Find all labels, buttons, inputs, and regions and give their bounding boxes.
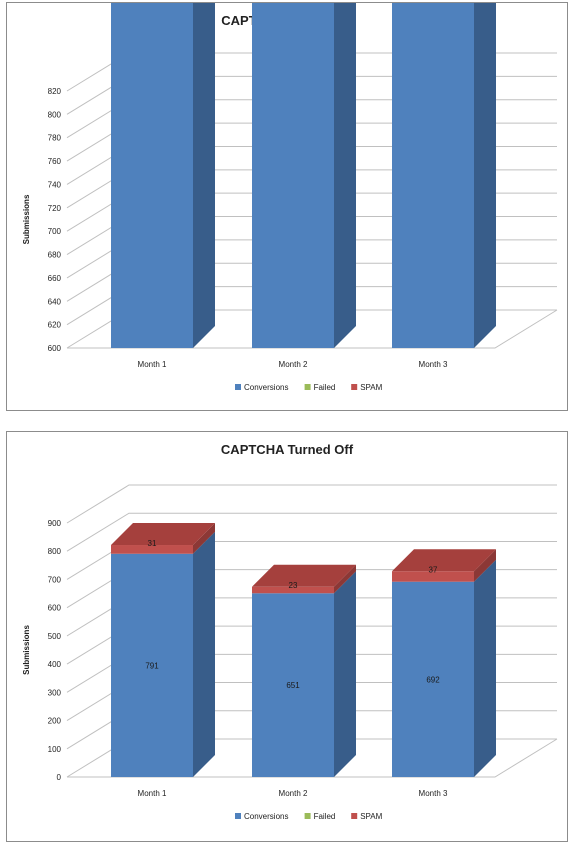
bar-segment-conversions [392, 3, 474, 348]
bar-month-1: 756574 [111, 3, 215, 348]
floor-edge [67, 309, 558, 349]
legend-label: Failed [314, 812, 336, 821]
data-label-spam: 31 [148, 539, 157, 548]
y-tick-label: 720 [48, 204, 62, 213]
x-tick-label: Month 2 [279, 789, 308, 798]
data-label-conversions: 692 [426, 675, 440, 684]
y-tick-label: 100 [48, 745, 62, 754]
x-axis-ticks: Month 1 Month 2 Month 3 [138, 360, 448, 369]
legend-label: Conversions [244, 383, 288, 392]
y-tick-label: 640 [48, 297, 62, 306]
chart-captcha-off: CAPTCHA Turned Off 0 100 200 300 400 500 600 70… [22, 442, 558, 821]
bar-side-conversions [334, 3, 356, 348]
gridline [66, 484, 557, 524]
legend-item-spam: SPAM [351, 812, 383, 821]
gridline [66, 512, 557, 552]
y-tick-label: 680 [48, 251, 62, 260]
legend-label: SPAM [360, 383, 382, 392]
y-tick-label: 820 [48, 87, 62, 96]
bar-top-spam [392, 549, 496, 572]
bars: 791 31 651 23 692 37 [111, 523, 496, 777]
bar-month-3: 692 37 [392, 549, 496, 777]
y-axis-label: Submissions [22, 625, 31, 675]
y-tick-label: 900 [48, 519, 62, 528]
bar-segment-spam [392, 571, 474, 582]
data-label-conversions: 791 [145, 661, 159, 670]
legend-item-failed: Failed [304, 383, 336, 392]
data-label-spam: 37 [429, 565, 438, 574]
data-label-conversions: 651 [286, 681, 300, 690]
y-tick-label: 700 [48, 227, 62, 236]
y-tick-label: 620 [48, 321, 62, 330]
legend-swatch [304, 813, 311, 819]
bar-segment-spam [111, 545, 193, 554]
x-tick-label: Month 1 [138, 789, 167, 798]
legend: Conversions Failed SPAM [235, 812, 383, 821]
x-axis-ticks: Month 1 Month 2 Month 3 [138, 789, 448, 798]
legend-label: SPAM [360, 812, 382, 821]
y-tick-label: 660 [48, 274, 62, 283]
y-tick-label: 700 [48, 575, 62, 584]
x-tick-label: Month 3 [419, 360, 448, 369]
chart-title: CAPTCHA Turned Off [221, 442, 354, 457]
bar-side-spam [334, 564, 356, 594]
y-tick-label: 400 [48, 660, 62, 669]
legend-label: Conversions [244, 812, 288, 821]
bar-top-spam [111, 523, 215, 546]
y-tick-label: 600 [48, 604, 62, 613]
x-tick-label: Month 3 [419, 789, 448, 798]
bar-segment-spam [252, 586, 334, 594]
bar-side-conversions [334, 571, 356, 777]
legend-item-conversions: Conversions [235, 383, 288, 392]
y-tick-label: 200 [48, 717, 62, 726]
legend-item-failed: Failed [304, 812, 336, 821]
bar-month-2: 651 23 [252, 564, 356, 777]
bar-top-spam [252, 564, 356, 587]
chart-captcha-on: CAPTCHA Turned On 6006206406606807007207… [22, 3, 558, 392]
y-tick-label: 300 [48, 688, 62, 697]
bar-segment-conversions [252, 3, 334, 348]
y-tick-label: 0 [57, 773, 62, 782]
y-tick-label: 600 [48, 344, 62, 353]
y-tick-label: 740 [48, 180, 62, 189]
y-tick-label: 800 [48, 547, 62, 556]
y-axis-ticks: 0 100 200 300 400 500 600 700 800 900 [48, 519, 62, 782]
legend-label: Failed [314, 383, 336, 392]
y-tick-label: 800 [48, 110, 62, 119]
legend: Conversions Failed SPAM [235, 383, 383, 392]
y-tick-label: 760 [48, 157, 62, 166]
legend-swatch [235, 813, 241, 819]
bar-side-spam [474, 549, 496, 582]
x-tick-label: Month 1 [138, 360, 167, 369]
legend-swatch [351, 384, 358, 390]
y-axis-label: Submissions [22, 194, 31, 244]
bar-segment-conversions [111, 3, 193, 348]
legend-swatch [304, 384, 311, 390]
bar-month-1: 791 31 [111, 523, 215, 777]
chart-panel-captcha-off: CAPTCHA Turned Off 0 100 200 300 400 500 600 70… [6, 431, 568, 842]
bar-side-conversions [474, 559, 496, 777]
legend-item-conversions: Conversions [235, 812, 288, 821]
bar-side-conversions [474, 3, 496, 348]
y-tick-label: 500 [48, 632, 62, 641]
legend-swatch [235, 384, 241, 390]
floor-edge [67, 738, 558, 778]
bar-side-spam [193, 523, 215, 554]
y-axis-ticks: 600 620 640 660 680 700 720 740 760 780 800 820 [48, 87, 62, 353]
bar-segment-conversions [111, 553, 193, 777]
legend-item-spam: SPAM [351, 383, 383, 392]
bar-month-2: 685532 [252, 3, 356, 348]
bar-side-conversions [193, 531, 215, 777]
bars: 756574 685532 715495 [111, 3, 496, 348]
bar-segment-conversions [392, 581, 474, 777]
bar-side-conversions [193, 3, 215, 348]
bar-month-3: 715495 [392, 3, 496, 348]
y-tick-label: 780 [48, 134, 62, 143]
x-tick-label: Month 2 [279, 360, 308, 369]
chart-panel-captcha-on: CAPTCHA Turned On 6006206406606807007207… [6, 2, 568, 411]
bar-segment-conversions [252, 593, 334, 777]
legend-swatch [351, 813, 358, 819]
data-label-spam: 23 [289, 581, 298, 590]
